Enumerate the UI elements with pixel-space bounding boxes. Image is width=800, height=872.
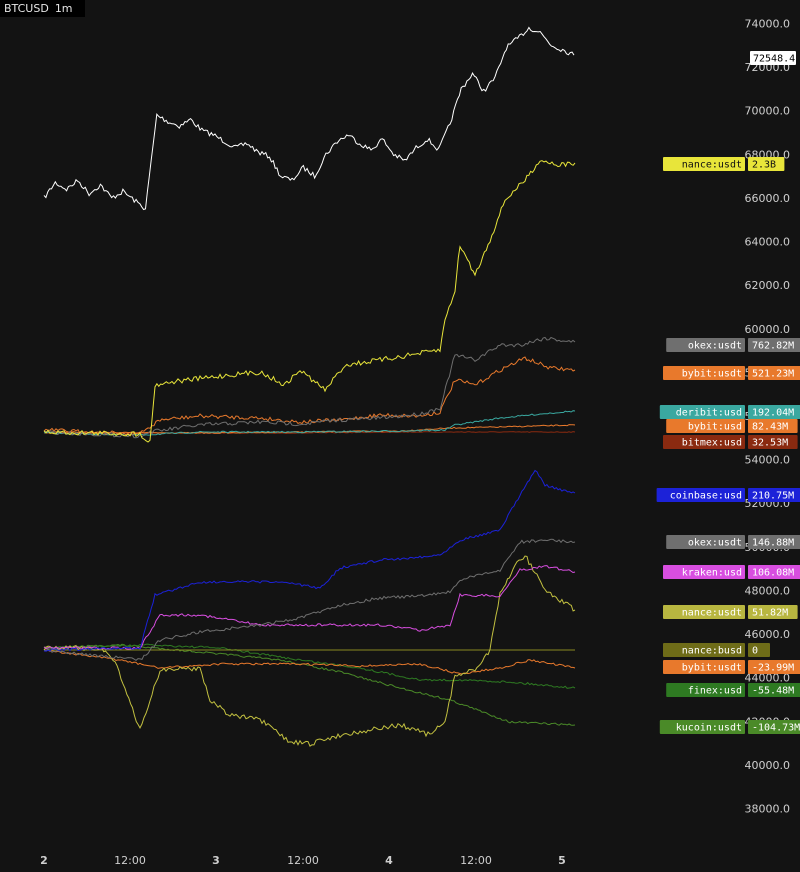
x-tick-label: 2	[40, 854, 48, 867]
price-last-value: 72548.4	[753, 54, 795, 65]
x-tick-label: 12:00	[287, 854, 319, 867]
tag-value: 0	[752, 646, 758, 657]
tag-label: kraken:usd	[682, 568, 742, 579]
cvd2-okex-usdt-tag[interactable]: okex:usdt 146.88M	[666, 535, 800, 549]
cvd1-binance-usdt-tag[interactable]: nance:usdt 2.3B	[663, 157, 785, 171]
tag-label: kucoin:usdt	[676, 723, 742, 734]
tag-label: nance:busd	[682, 646, 742, 657]
cvd-line-okex-usdt	[43, 336, 576, 439]
tag-label: finex:usd	[688, 686, 742, 697]
x-tick-label: 12:00	[114, 854, 146, 867]
tag-value: -23.99M	[752, 663, 794, 674]
tag-value: 762.82M	[752, 341, 794, 352]
y-tick-label: 62000.0	[745, 279, 791, 292]
tag-value: 146.88M	[752, 538, 794, 549]
cvd2-binance-usdt-tag[interactable]: nance:usdt 51.82M	[663, 605, 798, 619]
y-tick-label: 74000.0	[745, 18, 791, 31]
cvd2-kucoin-usdt-tag[interactable]: kucoin:usdt -104.73M	[659, 720, 800, 734]
chart-title: BTCUSD 1m	[0, 0, 85, 17]
tag-label: okex:usdt	[688, 538, 742, 549]
tag-value: 210.75M	[752, 491, 794, 502]
cvd2-binance-busd-tag[interactable]: nance:busd 0	[663, 643, 770, 657]
tag-value: 32.53M	[752, 438, 788, 449]
cvd1-deribit-usd-tag[interactable]: deribit:usd 192.04M	[659, 405, 800, 419]
price-last-tag[interactable]: 72548.4	[750, 51, 796, 65]
cvd1-bybit-usd-tag[interactable]: bybit:usd 82.43M	[666, 419, 798, 433]
cvd2-bybit-usdt-tag[interactable]: bybit:usdt -23.99M	[663, 660, 800, 674]
tag-value: 192.04M	[752, 408, 794, 419]
series-tags: 72548.4 nance:usdt 2.3B okex:usdt 762.82M byb…	[656, 51, 800, 734]
tag-label: nance:usdt	[682, 160, 742, 171]
x-tick-label: 3	[212, 854, 220, 867]
cvd2-line-coinbase-usd	[43, 469, 576, 652]
cvd-line-deribit-usd	[44, 410, 576, 436]
y-tick-label: 44000.0	[745, 672, 791, 685]
y-tick-label: 38000.0	[745, 803, 791, 816]
cvd2-finex-usd-tag[interactable]: finex:usd -55.48M	[666, 683, 800, 697]
cvd-line-binance-usdt	[43, 160, 576, 443]
cvd1-okex-usdt-tag[interactable]: okex:usdt 762.82M	[666, 338, 800, 352]
tag-value: 521.23M	[752, 369, 794, 380]
tag-label: coinbase:usd	[670, 491, 742, 502]
y-tick-label: 64000.0	[745, 236, 791, 249]
cvd2-line-binance-usdt	[43, 555, 576, 747]
series-lines	[43, 26, 576, 747]
cvd2-line-finex-usd	[43, 643, 576, 689]
tag-label: nance:usdt	[682, 608, 742, 619]
tag-label: deribit:usd	[676, 408, 742, 419]
y-tick-label: 54000.0	[745, 454, 791, 467]
x-tick-label: 5	[558, 854, 566, 867]
y-tick-label: 60000.0	[745, 323, 791, 336]
cvd2-line-kraken-usd	[43, 565, 576, 650]
tag-value: 51.82M	[752, 608, 788, 619]
tag-value: 106.08M	[752, 568, 794, 579]
x-tick-label: 4	[385, 854, 393, 867]
tag-value: 2.3B	[752, 160, 776, 171]
tag-value: -55.48M	[752, 686, 794, 697]
cvd1-bitmex-usd-tag[interactable]: bitmex:usd 32.53M	[663, 435, 798, 449]
x-axis: 2 12:00 3 12:00 4 12:00 5	[40, 854, 566, 867]
tag-label: bybit:usdt	[682, 369, 742, 380]
cvd1-bybit-usdt-tag[interactable]: bybit:usdt 521.23M	[663, 366, 800, 380]
y-tick-label: 46000.0	[745, 628, 791, 641]
tag-value: 82.43M	[752, 422, 788, 433]
y-tick-label: 70000.0	[745, 105, 791, 118]
y-tick-label: 48000.0	[745, 584, 791, 597]
tag-label: bitmex:usd	[682, 438, 742, 449]
symbol-label: BTCUSD	[4, 2, 49, 15]
tag-label: okex:usdt	[688, 341, 742, 352]
cvd2-kraken-usd-tag[interactable]: kraken:usd 106.08M	[663, 565, 800, 579]
cvd2-line-okex-usdt	[43, 538, 576, 662]
tag-label: bybit:usdt	[682, 663, 742, 674]
tag-value: -104.73M	[752, 723, 800, 734]
y-tick-label: 40000.0	[745, 759, 791, 772]
x-tick-label: 12:00	[460, 854, 492, 867]
cvd2-line-bybit-usdt	[43, 649, 576, 675]
y-tick-label: 66000.0	[745, 192, 791, 205]
cvd2-coinbase-usd-tag[interactable]: coinbase:usd 210.75M	[656, 488, 800, 502]
tag-label: bybit:usd	[688, 422, 742, 433]
interval-label: 1m	[54, 2, 73, 15]
price-line	[43, 26, 575, 211]
